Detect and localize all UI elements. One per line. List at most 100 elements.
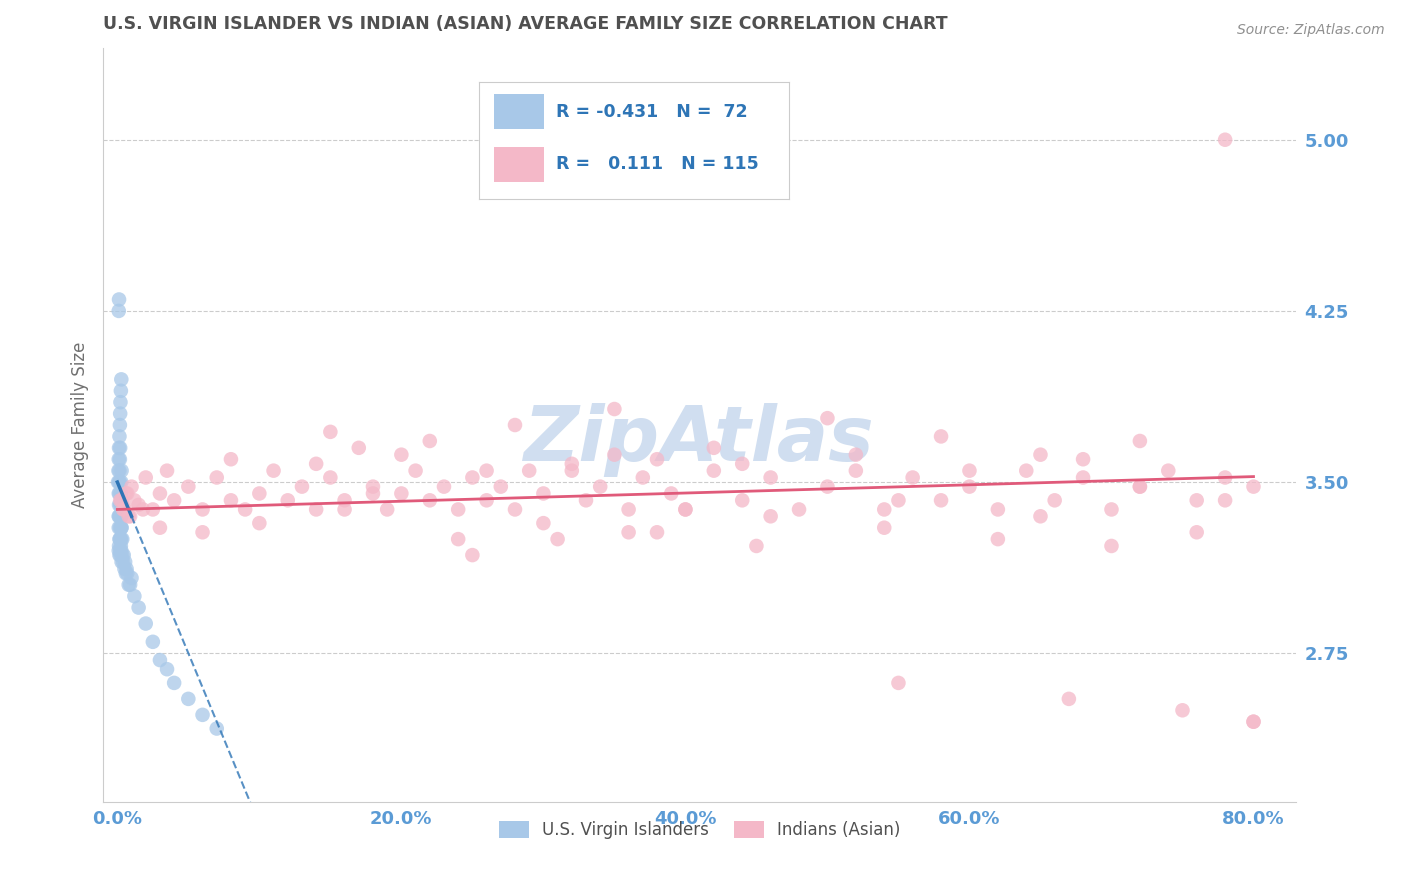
Point bbox=[110, 521, 132, 535]
Point bbox=[110, 539, 132, 553]
Point bbox=[547, 532, 569, 546]
Point bbox=[108, 509, 131, 524]
Point bbox=[517, 464, 540, 478]
Point bbox=[1129, 434, 1152, 448]
Point bbox=[233, 502, 256, 516]
Point bbox=[110, 384, 132, 398]
Point bbox=[603, 402, 626, 417]
Point bbox=[575, 493, 598, 508]
Point bbox=[589, 480, 612, 494]
Text: ZipAtlas: ZipAtlas bbox=[524, 403, 875, 477]
Point bbox=[347, 441, 370, 455]
Point bbox=[1243, 714, 1265, 729]
Point bbox=[132, 502, 155, 516]
Point bbox=[531, 486, 554, 500]
Point bbox=[205, 722, 228, 736]
Point bbox=[361, 480, 384, 494]
Point bbox=[110, 532, 132, 546]
Point bbox=[108, 509, 131, 524]
Point bbox=[107, 486, 129, 500]
Point bbox=[107, 464, 129, 478]
Point bbox=[107, 543, 129, 558]
Point bbox=[419, 434, 441, 448]
Point bbox=[1185, 525, 1208, 540]
Point bbox=[108, 509, 131, 524]
Point bbox=[645, 452, 668, 467]
Point bbox=[291, 480, 314, 494]
Point bbox=[703, 464, 725, 478]
Point bbox=[731, 457, 754, 471]
Point bbox=[149, 486, 172, 500]
Point bbox=[111, 548, 134, 562]
Point bbox=[107, 452, 129, 467]
Point bbox=[163, 676, 186, 690]
Point bbox=[110, 521, 132, 535]
Point bbox=[108, 486, 131, 500]
Point bbox=[703, 441, 725, 455]
Point bbox=[110, 521, 132, 535]
Point bbox=[108, 441, 131, 455]
Point bbox=[1157, 464, 1180, 478]
Point bbox=[108, 407, 131, 421]
Point bbox=[1213, 470, 1236, 484]
Point bbox=[107, 304, 129, 318]
Point bbox=[108, 475, 131, 489]
Point bbox=[107, 509, 129, 524]
Point bbox=[110, 509, 132, 524]
Point bbox=[108, 441, 131, 455]
Point bbox=[959, 464, 981, 478]
Point bbox=[787, 502, 810, 516]
Point bbox=[121, 571, 143, 585]
Point bbox=[115, 486, 138, 500]
Point bbox=[277, 493, 299, 508]
Point bbox=[475, 493, 498, 508]
Point bbox=[108, 293, 131, 307]
Point bbox=[107, 475, 129, 489]
Point bbox=[1185, 493, 1208, 508]
Point bbox=[156, 464, 179, 478]
Point bbox=[177, 691, 200, 706]
Point bbox=[645, 525, 668, 540]
Point bbox=[117, 566, 139, 581]
Point bbox=[110, 372, 132, 386]
Point bbox=[1029, 448, 1052, 462]
Point bbox=[124, 493, 146, 508]
Point bbox=[156, 662, 179, 676]
Point bbox=[149, 653, 172, 667]
Point bbox=[111, 498, 134, 512]
Point bbox=[631, 470, 654, 484]
Point bbox=[110, 486, 132, 500]
Point bbox=[745, 539, 768, 553]
Point bbox=[263, 464, 285, 478]
Point bbox=[929, 493, 952, 508]
Point bbox=[503, 502, 526, 516]
Point bbox=[817, 411, 839, 425]
Point bbox=[1015, 464, 1038, 478]
Point bbox=[305, 502, 328, 516]
Point bbox=[135, 470, 157, 484]
Point bbox=[110, 532, 132, 546]
Point bbox=[110, 548, 132, 562]
Point bbox=[1057, 691, 1080, 706]
Point bbox=[128, 498, 150, 512]
Point bbox=[142, 502, 165, 516]
Point bbox=[117, 486, 139, 500]
Point bbox=[659, 486, 682, 500]
Point bbox=[247, 516, 270, 530]
Point bbox=[108, 417, 131, 432]
Point bbox=[108, 475, 131, 489]
Point bbox=[177, 480, 200, 494]
Point bbox=[673, 502, 696, 516]
Point bbox=[108, 493, 131, 508]
Point bbox=[110, 555, 132, 569]
Point bbox=[108, 539, 131, 553]
Point bbox=[112, 548, 135, 562]
Point bbox=[110, 498, 132, 512]
Point bbox=[111, 555, 134, 569]
Point bbox=[305, 457, 328, 471]
Point bbox=[333, 493, 356, 508]
Point bbox=[108, 429, 131, 443]
Point bbox=[873, 521, 896, 535]
Point bbox=[887, 493, 910, 508]
Point bbox=[115, 566, 138, 581]
